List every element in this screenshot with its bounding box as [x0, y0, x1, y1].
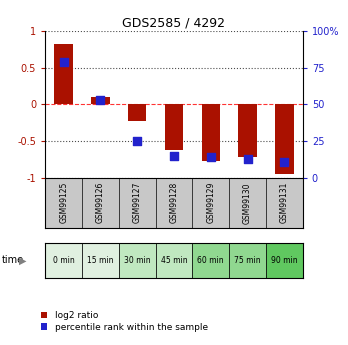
Bar	[119, 243, 156, 278]
Bar	[165, 105, 183, 150]
Bar	[275, 105, 294, 174]
Point	[134, 138, 140, 144]
Text: GSM99128: GSM99128	[169, 182, 179, 224]
Bar	[229, 243, 266, 278]
Point	[208, 155, 214, 160]
Text: 15 min: 15 min	[87, 256, 114, 265]
Point	[171, 153, 177, 159]
Title: GDS2585 / 4292: GDS2585 / 4292	[122, 17, 226, 30]
Bar	[54, 44, 73, 105]
Bar	[192, 243, 229, 278]
Point	[98, 97, 103, 103]
Text: GSM99126: GSM99126	[96, 182, 105, 224]
Point	[61, 59, 66, 65]
Bar	[91, 97, 110, 105]
Text: 60 min: 60 min	[197, 256, 224, 265]
Text: GSM99129: GSM99129	[206, 182, 215, 224]
Text: GSM99125: GSM99125	[59, 182, 68, 224]
Bar	[201, 105, 220, 161]
Bar	[82, 243, 119, 278]
Text: 45 min: 45 min	[161, 256, 187, 265]
Point	[245, 156, 250, 161]
Bar	[128, 105, 147, 121]
Text: GSM99127: GSM99127	[133, 182, 142, 224]
Text: 0 min: 0 min	[53, 256, 74, 265]
Bar	[156, 243, 192, 278]
Legend: log2 ratio, percentile rank within the sample: log2 ratio, percentile rank within the s…	[39, 309, 209, 334]
Text: time: time	[2, 256, 24, 265]
Bar	[45, 243, 82, 278]
Point	[282, 159, 287, 165]
Bar	[238, 105, 257, 157]
Text: 90 min: 90 min	[271, 256, 298, 265]
Text: ▶: ▶	[19, 256, 26, 265]
Bar	[266, 243, 303, 278]
Text: GSM99131: GSM99131	[280, 182, 289, 224]
Text: 30 min: 30 min	[124, 256, 151, 265]
Text: 75 min: 75 min	[234, 256, 261, 265]
Text: GSM99130: GSM99130	[243, 182, 252, 224]
